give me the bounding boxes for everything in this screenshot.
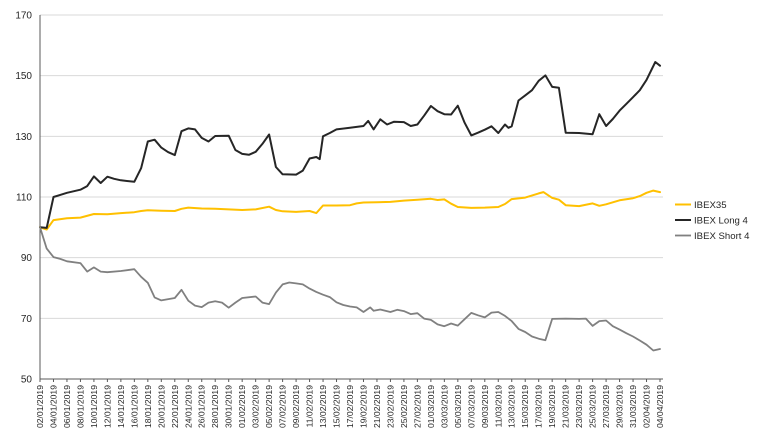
x-axis-label: 25/03/2019 <box>588 385 598 428</box>
x-axis-label: 09/02/2019 <box>291 385 301 428</box>
x-axis-label: 29/03/2019 <box>615 385 625 428</box>
x-axis-label: 23/03/2019 <box>574 385 584 428</box>
x-axis-label: 01/03/2019 <box>426 385 436 428</box>
x-axis-label: 04/04/2019 <box>655 385 665 428</box>
x-axis-label: 05/02/2019 <box>264 385 274 428</box>
y-axis-label: 90 <box>21 253 33 264</box>
x-axis-label: 06/01/2019 <box>62 385 72 428</box>
legend-item-ibex-short-4: IBEX Short 4 <box>675 231 750 242</box>
legend-item-ibex-long-4: IBEX Long 4 <box>675 216 749 227</box>
x-axis-label: 28/01/2019 <box>210 385 220 428</box>
x-axis-label: 17/03/2019 <box>534 385 544 428</box>
y-axis-labels: 170 150 130 110 90 70 50 <box>15 11 32 386</box>
x-axis-label: 07/02/2019 <box>278 385 288 428</box>
x-axis-label: 11/02/2019 <box>305 385 315 428</box>
x-axis-label: 16/01/2019 <box>129 385 139 428</box>
x-axis-label: 22/01/2019 <box>170 385 180 428</box>
x-axis-label: 02/01/2019 <box>35 385 45 428</box>
x-axis-label: 01/02/2019 <box>237 385 247 428</box>
legend-label-ibex-long-4: IBEX Long 4 <box>694 216 749 227</box>
x-axis-label: 07/03/2019 <box>466 385 476 428</box>
x-axis-label: 31/03/2019 <box>628 385 638 428</box>
series-line-ibex-short-4 <box>39 226 661 352</box>
y-axis-label: 170 <box>15 11 32 22</box>
x-axis-label: 05/03/2019 <box>453 385 463 428</box>
x-axis-label: 27/03/2019 <box>601 385 611 428</box>
x-axis-label: 25/02/2019 <box>399 385 409 428</box>
x-axis-label: 03/02/2019 <box>251 385 261 428</box>
x-axis-label: 04/01/2019 <box>48 385 58 428</box>
y-axis-label: 50 <box>21 375 33 386</box>
legend-label-ibex35: IBEX35 <box>694 200 727 211</box>
x-axis-label: 14/01/2019 <box>116 385 126 428</box>
x-axis-label: 15/03/2019 <box>520 385 530 428</box>
series-line-ibex-long-4 <box>39 61 661 229</box>
legend-item-ibex35: IBEX35 <box>675 200 727 211</box>
x-axis-label: 20/01/2019 <box>156 385 166 428</box>
x-axis-label: 15/02/2019 <box>332 385 342 428</box>
x-axis-label: 09/03/2019 <box>480 385 490 428</box>
x-axis-label: 11/03/2019 <box>493 385 503 428</box>
x-axis-label: 30/01/2019 <box>224 385 234 428</box>
x-axis-label: 02/04/2019 <box>642 385 652 428</box>
series-line-ibex35 <box>39 189 661 231</box>
x-axis-label: 21/03/2019 <box>561 385 571 428</box>
x-axis-label: 03/03/2019 <box>439 385 449 428</box>
x-axis-label: 10/01/2019 <box>89 385 99 428</box>
x-axis-label: 27/02/2019 <box>412 385 422 428</box>
x-axis-labels: 02/01/2019 04/01/2019 06/01/2019 08/01/2019… <box>35 385 665 428</box>
x-axis-label: 19/03/2019 <box>547 385 557 428</box>
legend-label-ibex-short-4: IBEX Short 4 <box>694 231 750 242</box>
x-axis-label: 08/01/2019 <box>75 385 85 428</box>
x-axis-label: 18/01/2019 <box>143 385 153 428</box>
x-axis-label: 24/01/2019 <box>183 385 193 428</box>
y-axis-label: 110 <box>16 193 32 204</box>
y-gridlines <box>40 14 663 319</box>
x-axis-label: 21/02/2019 <box>372 385 382 428</box>
x-axis-label: 17/02/2019 <box>345 385 355 428</box>
x-axis-label: 19/02/2019 <box>358 385 368 428</box>
y-axis-label: 70 <box>21 314 33 325</box>
x-axis-label: 23/02/2019 <box>385 385 395 428</box>
x-axis-label: 13/03/2019 <box>507 385 517 428</box>
y-axis-label: 130 <box>15 132 32 143</box>
y-axis-label: 150 <box>15 71 32 82</box>
x-axis-label: 13/02/2019 <box>318 385 328 428</box>
x-axis-label: 12/01/2019 <box>102 385 112 428</box>
x-axis-label: 26/01/2019 <box>197 385 207 428</box>
x-axis-ticks <box>39 379 661 382</box>
legend: IBEX35 IBEX Long 4 IBEX Short 4 <box>675 200 750 242</box>
